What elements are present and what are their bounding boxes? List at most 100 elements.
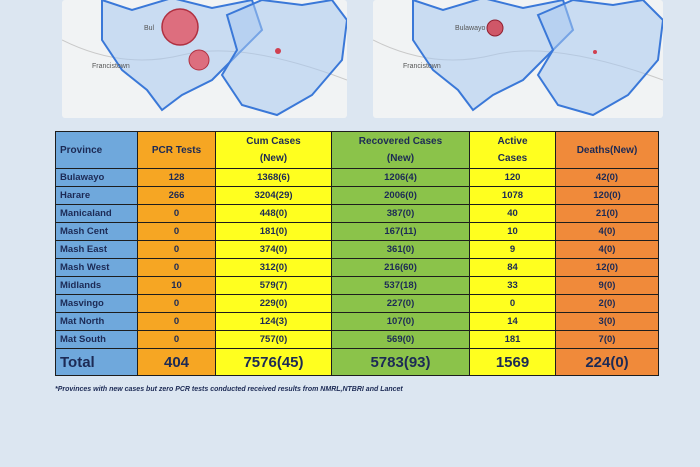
cell-pcr-tests: 266 [137,186,216,205]
map-label-francistown: Francistown [403,63,441,70]
cell-cum-cases: 3204(29) [215,186,332,205]
table-row: Manicaland 0 448(0) 387(0) 40 21(0) [55,204,659,223]
cell-cum-cases: 124(3) [215,312,332,331]
cell-deaths: 2(0) [555,294,659,313]
cell-province: Mat North [55,312,138,331]
cell-active-cases: 181 [469,330,556,349]
cell-active-cases: 33 [469,276,556,295]
table-row: Mash West 0 312(0) 216(60) 84 12(0) [55,258,659,277]
cell-deaths: 42(0) [555,168,659,187]
cell-recovered-cases: 537(18) [331,276,470,295]
cell-province: Mash East [55,240,138,259]
map-right-graphic [373,0,663,117]
total-recovered: 5783(93) [331,348,470,376]
footnote: *Provinces with new cases but zero PCR t… [55,386,403,393]
cell-province: Masvingo [55,294,138,313]
table-row: Midlands 10 579(7) 537(18) 33 9(0) [55,276,659,295]
map-label-bulawayo: Bul [144,25,155,32]
total-row: Total 404 7576(45) 5783(93) 1569 224(0) [55,348,659,376]
cell-active-cases: 120 [469,168,556,187]
cell-province: Mat South [55,330,138,349]
cell-recovered-cases: 216(60) [331,258,470,277]
total-cum: 7576(45) [215,348,332,376]
cell-cum-cases: 757(0) [215,330,332,349]
cell-pcr-tests: 0 [137,312,216,331]
cell-pcr-tests: 0 [137,204,216,223]
cell-deaths: 7(0) [555,330,659,349]
table-row: Mat North 0 124(3) 107(0) 14 3(0) [55,312,659,331]
cell-province: Midlands [55,276,138,295]
cell-deaths: 12(0) [555,258,659,277]
header-active-cases: Active Cases [469,131,556,169]
header-deaths: Deaths(New) [555,131,659,169]
cell-recovered-cases: 387(0) [331,204,470,223]
table-row: Mat South 0 757(0) 569(0) 181 7(0) [55,330,659,349]
cell-cum-cases: 181(0) [215,222,332,241]
cell-active-cases: 84 [469,258,556,277]
cell-cum-cases: 312(0) [215,258,332,277]
cell-province: Harare [55,186,138,205]
cell-province: Mash Cent [55,222,138,241]
header-province: Province [55,131,138,169]
total-active: 1569 [469,348,556,376]
cell-cum-cases: 229(0) [215,294,332,313]
cell-deaths: 120(0) [555,186,659,205]
cell-active-cases: 14 [469,312,556,331]
cell-recovered-cases: 569(0) [331,330,470,349]
cell-deaths: 4(0) [555,240,659,259]
cell-active-cases: 0 [469,294,556,313]
cell-cum-cases: 1368(6) [215,168,332,187]
cell-recovered-cases: 167(11) [331,222,470,241]
header-pcr-tests: PCR Tests [137,131,216,169]
total-pcr: 404 [137,348,216,376]
cell-recovered-cases: 361(0) [331,240,470,259]
cell-cum-cases: 374(0) [215,240,332,259]
cell-active-cases: 1078 [469,186,556,205]
table-row: Masvingo 0 229(0) 227(0) 0 2(0) [55,294,659,313]
cell-pcr-tests: 128 [137,168,216,187]
table-row: Mash Cent 0 181(0) 167(11) 10 4(0) [55,222,659,241]
header-active-line1: Active [497,136,528,147]
cell-pcr-tests: 10 [137,276,216,295]
table-row: Bulawayo 128 1368(6) 1206(4) 120 42(0) [55,168,659,187]
map-left: Francistown Bul [62,0,347,118]
cell-active-cases: 40 [469,204,556,223]
cell-recovered-cases: 107(0) [331,312,470,331]
cell-active-cases: 10 [469,222,556,241]
header-cum-cases-line1: Cum Cases [246,136,301,147]
header-cum-cases: Cum Cases (New) [215,131,332,169]
cell-deaths: 9(0) [555,276,659,295]
table-row: Harare 266 3204(29) 2006(0) 1078 120(0) [55,186,659,205]
map-left-graphic [62,0,347,117]
cell-pcr-tests: 0 [137,240,216,259]
cell-pcr-tests: 0 [137,222,216,241]
table-body: Bulawayo 128 1368(6) 1206(4) 120 42(0) Harare 2… [55,168,659,349]
cell-recovered-cases: 2006(0) [331,186,470,205]
cell-active-cases: 9 [469,240,556,259]
cell-pcr-tests: 0 [137,294,216,313]
cell-deaths: 3(0) [555,312,659,331]
cell-recovered-cases: 227(0) [331,294,470,313]
cell-province: Manicaland [55,204,138,223]
cell-province: Bulawayo [55,168,138,187]
map-label-francistown: Francistown [92,63,130,70]
map-label-bulawayo: Bulawayo [455,25,486,32]
covid-province-table: Province PCR Tests Cum Cases (New) Recov… [55,131,659,376]
cell-pcr-tests: 0 [137,330,216,349]
header-recovered-line2: (New) [386,153,415,164]
cell-pcr-tests: 0 [137,258,216,277]
map-right: Francistown Bulawayo [373,0,663,118]
total-deaths: 224(0) [555,348,659,376]
header-recovered-cases: Recovered Cases (New) [331,131,470,169]
header-cum-cases-line2: (New) [259,153,288,164]
cell-cum-cases: 448(0) [215,204,332,223]
cell-deaths: 21(0) [555,204,659,223]
header-active-line2: Cases [497,153,528,164]
cell-province: Mash West [55,258,138,277]
cell-cum-cases: 579(7) [215,276,332,295]
table-row: Mash East 0 374(0) 361(0) 9 4(0) [55,240,659,259]
cell-recovered-cases: 1206(4) [331,168,470,187]
cell-deaths: 4(0) [555,222,659,241]
header-recovered-line1: Recovered Cases [358,136,443,147]
total-label: Total [55,348,138,376]
